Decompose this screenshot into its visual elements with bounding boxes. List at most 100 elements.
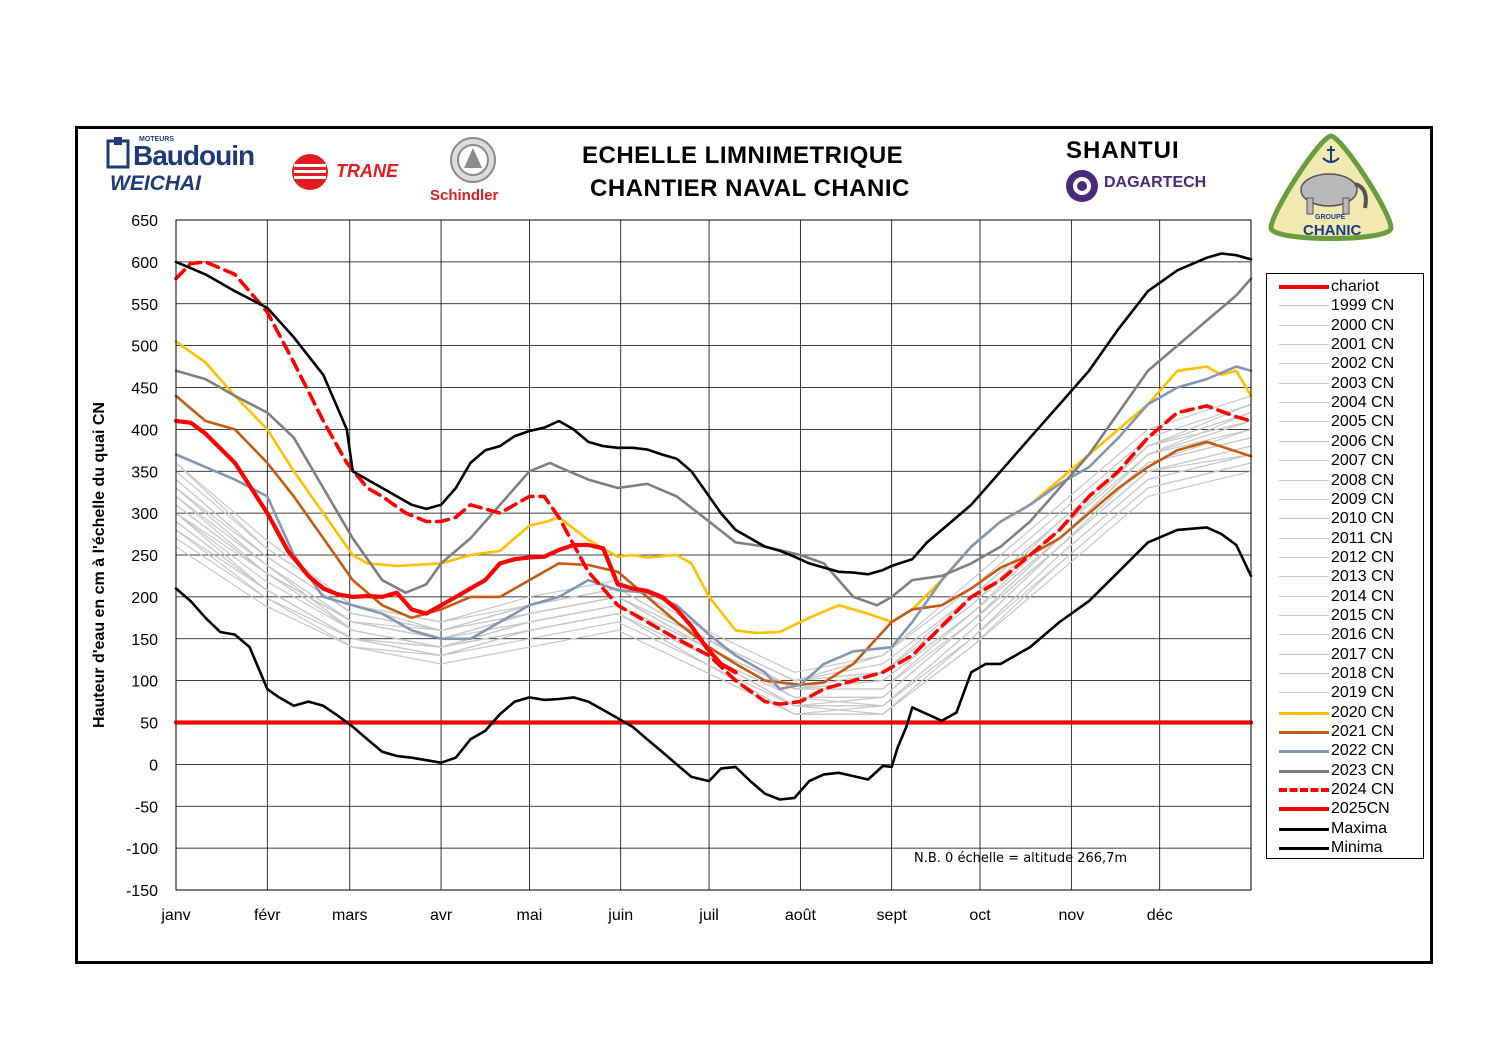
x-tick-label: juil bbox=[698, 907, 719, 924]
legend-swatch bbox=[1279, 788, 1329, 793]
dagartech-logo: DAGARTECH bbox=[1064, 168, 1224, 204]
legend-label: 2000 CN bbox=[1331, 316, 1395, 334]
legend-item: 2001 CN bbox=[1267, 335, 1423, 354]
legend-item: 2018 CN bbox=[1267, 664, 1423, 683]
y-tick-label: 150 bbox=[131, 632, 158, 649]
legend-swatch bbox=[1279, 673, 1329, 674]
x-tick-label: juin bbox=[607, 907, 633, 924]
chanic-groupe-text: GROUPE bbox=[1315, 214, 1346, 221]
legend-swatch bbox=[1279, 440, 1329, 442]
legend-label: Maxima bbox=[1331, 819, 1388, 837]
legend-item: 2023 CN bbox=[1267, 761, 1423, 780]
chanic-logo: GROUPE CHANIC bbox=[1265, 132, 1397, 248]
legend-item: Maxima bbox=[1267, 819, 1423, 838]
x-tick-label: févr bbox=[254, 907, 281, 924]
trane-logo: TRANE bbox=[290, 152, 410, 192]
legend-item: 2022 CN bbox=[1267, 741, 1423, 760]
legend-label: 2013 CN bbox=[1331, 568, 1395, 586]
legend-label: 2019 CN bbox=[1331, 684, 1395, 702]
y-tick-label: 600 bbox=[131, 255, 158, 272]
chart-title-line2: CHANTIER NAVAL CHANIC bbox=[590, 175, 910, 202]
legend-label: 2020 CN bbox=[1331, 703, 1395, 721]
legend-item: 2025CN bbox=[1267, 799, 1423, 818]
legend-item: 2006 CN bbox=[1267, 432, 1423, 451]
dagartech-text: DAGARTECH bbox=[1104, 174, 1207, 191]
legend-label: 2023 CN bbox=[1331, 761, 1395, 779]
legend-swatch bbox=[1279, 479, 1329, 481]
baudouin-logo: MOTEURS Baudouin bbox=[106, 136, 278, 171]
series-line-2022-cn bbox=[174, 365, 1253, 691]
y-tick-label: -100 bbox=[126, 841, 158, 858]
y-tick-label: 550 bbox=[131, 297, 158, 314]
series-line-2000-cn bbox=[175, 445, 1252, 707]
series-line-minima bbox=[174, 526, 1253, 801]
legend-swatch bbox=[1279, 847, 1329, 851]
legend-item: 2012 CN bbox=[1267, 548, 1423, 567]
x-tick-label: oct bbox=[969, 907, 991, 924]
legend-swatch bbox=[1279, 421, 1329, 423]
x-tick-label: nov bbox=[1058, 907, 1084, 924]
legend-label: 2024 CN bbox=[1331, 781, 1395, 799]
y-axis-label: Hauteur d'eau en cm à l'échelle du quai … bbox=[91, 402, 108, 728]
chanic-name-text: CHANIC bbox=[1303, 222, 1362, 239]
y-tick-label: 400 bbox=[131, 422, 158, 439]
y-tick-label: 0 bbox=[149, 757, 158, 774]
legend-label: chariot bbox=[1331, 278, 1380, 295]
y-axis-ticks: -150 -100 -50 0 50 100 150 200 250 300 350 400 450 50… bbox=[126, 213, 158, 900]
baudouin-small-text: MOTEURS bbox=[139, 136, 174, 143]
legend-item: 2000 CN bbox=[1267, 316, 1423, 335]
legend-item: Minima bbox=[1267, 838, 1423, 857]
legend-item: 2005 CN bbox=[1267, 412, 1423, 431]
trane-text: TRANE bbox=[336, 161, 398, 181]
legend-swatch bbox=[1279, 731, 1329, 735]
legend-swatch bbox=[1279, 305, 1329, 307]
chart-series bbox=[173, 252, 1254, 801]
legend-swatch bbox=[1279, 498, 1329, 500]
legend-label: 2017 CN bbox=[1331, 645, 1395, 663]
x-tick-label: sept bbox=[877, 907, 908, 924]
series-line-2021-cn bbox=[174, 394, 1253, 687]
legend-label: 2021 CN bbox=[1331, 723, 1395, 741]
legend-label: 2009 CN bbox=[1331, 490, 1395, 508]
legend-label: 2006 CN bbox=[1331, 432, 1395, 450]
legend-swatch bbox=[1279, 595, 1329, 597]
y-tick-label: 650 bbox=[131, 213, 158, 230]
legend-swatch bbox=[1279, 576, 1329, 578]
series-line-2023-cn bbox=[174, 277, 1253, 607]
legend-label: 2015 CN bbox=[1331, 606, 1395, 624]
series-line-2025cn bbox=[173, 418, 738, 675]
plot-area-border bbox=[175, 219, 1252, 891]
schindler-emblem-icon bbox=[450, 137, 496, 183]
legend-item: 2010 CN bbox=[1267, 509, 1423, 528]
legend-label: 2010 CN bbox=[1331, 510, 1395, 528]
x-tick-label: janv bbox=[160, 907, 190, 924]
legend-item: 2014 CN bbox=[1267, 587, 1423, 606]
legend-swatch bbox=[1279, 518, 1329, 520]
baudouin-text: Baudouin bbox=[133, 140, 255, 171]
legend-item: chariot bbox=[1267, 277, 1423, 296]
legend-swatch bbox=[1279, 344, 1329, 346]
schindler-logo: Schindler bbox=[428, 134, 518, 208]
legend-swatch bbox=[1279, 653, 1329, 655]
series-line-2011-cn bbox=[175, 462, 1252, 707]
y-tick-label: -50 bbox=[135, 799, 158, 816]
legend-swatch bbox=[1279, 807, 1329, 812]
y-tick-label: 350 bbox=[131, 464, 158, 481]
legend-label: 2022 CN bbox=[1331, 742, 1395, 760]
chart-legend: chariot 1999 CN 2000 CN 2001 CN 2002 CN 2003 … bbox=[1266, 273, 1424, 859]
series-line-maxima bbox=[174, 252, 1253, 576]
legend-swatch bbox=[1279, 556, 1329, 558]
weichai-logo: WEICHAI bbox=[110, 172, 201, 195]
dagartech-gear-icon bbox=[1066, 170, 1098, 202]
legend-swatch bbox=[1279, 827, 1329, 831]
x-tick-label: avr bbox=[430, 907, 453, 924]
legend-label: 2011 CN bbox=[1331, 529, 1393, 547]
legend-item: 2021 CN bbox=[1267, 722, 1423, 741]
legend-swatch bbox=[1279, 750, 1329, 754]
legend-swatch bbox=[1279, 711, 1329, 715]
legend-item: 2002 CN bbox=[1267, 354, 1423, 373]
legend-swatch bbox=[1279, 692, 1329, 694]
y-tick-label: -150 bbox=[126, 883, 158, 900]
legend-label: Minima bbox=[1331, 839, 1383, 857]
